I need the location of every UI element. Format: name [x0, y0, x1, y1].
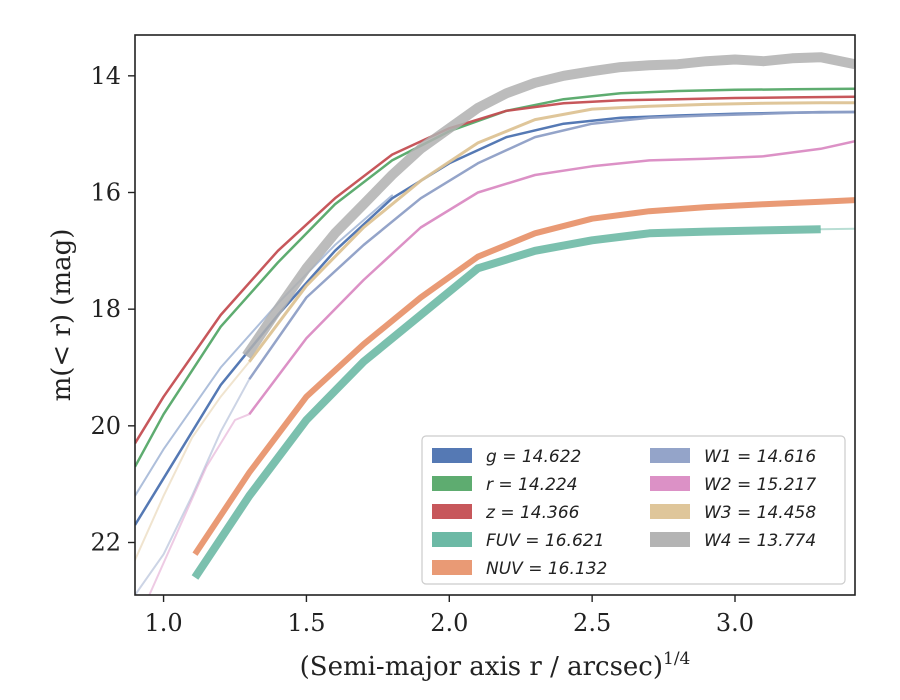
x-axis-ticks: 1.0 1.5 2.0 2.5 3.0 — [144, 595, 754, 637]
faint-series-layer — [135, 194, 855, 595]
series-nuv-line — [192, 197, 855, 556]
x-tick-label: 3.0 — [716, 609, 754, 637]
legend-swatch-nuv — [432, 560, 472, 575]
series-w3-line — [248, 101, 855, 363]
legend-label-w4: W4 = 13.774 — [704, 531, 816, 551]
y-axis-ticks: 14 16 18 20 22 — [90, 62, 135, 557]
legend: g = 14.622 r = 14.224 z = 14.366 FUV = 16.6… — [421, 435, 846, 585]
x-tick-label: 1.0 — [144, 609, 182, 637]
axes-frame — [134, 34, 856, 596]
y-axis-label: m(< r) (mag) — [47, 229, 77, 402]
series-w1-faint-line — [135, 378, 251, 595]
series-fuv-line — [191, 225, 821, 580]
legend-label-fuv: FUV = 16.621 — [486, 531, 604, 551]
legend-swatch-g — [432, 448, 472, 463]
legend-label-nuv: NUV = 16.132 — [486, 559, 607, 579]
x-axis-label-text: (Semi-major axis r / arcsec) — [300, 652, 663, 682]
legend-swatch-r — [432, 476, 472, 491]
legend-label-w3: W3 = 14.458 — [704, 503, 816, 523]
legend-swatch-fuv — [432, 532, 472, 547]
series-w3-faint-line — [135, 360, 251, 561]
legend-swatch-z — [432, 504, 472, 519]
series-z-line — [135, 95, 855, 444]
series-w2-faint-line — [148, 413, 251, 595]
series-fuv-faint-line — [819, 227, 855, 231]
y-tick-label: 20 — [90, 412, 121, 440]
legend-label-g: g = 14.622 — [486, 447, 581, 467]
legend-label-w2: W2 = 15.217 — [704, 475, 816, 495]
y-tick-label: 16 — [90, 179, 121, 207]
series-g-faint-line — [135, 194, 394, 497]
y-tick-label: 22 — [90, 529, 121, 557]
legend-label-z: z = 14.366 — [485, 503, 580, 523]
legend-swatch-w4 — [650, 532, 690, 547]
x-tick-label: 2.5 — [573, 609, 611, 637]
y-tick-label: 18 — [90, 295, 121, 323]
series-layer — [135, 52, 855, 580]
legend-swatch-w2 — [650, 476, 690, 491]
y-tick-label: 14 — [90, 62, 121, 90]
series-w2-line — [248, 139, 855, 415]
series-r-line — [135, 87, 855, 468]
series-w4-line — [242, 52, 855, 359]
x-axis-label: (Semi-major axis r / arcsec)1/4 — [300, 649, 691, 682]
legend-box — [421, 435, 846, 585]
x-tick-label: 1.5 — [287, 609, 325, 637]
series-w1-line — [248, 110, 855, 380]
x-tick-label: 2.0 — [430, 609, 468, 637]
legend-label-r: r = 14.224 — [486, 475, 578, 495]
legend-swatch-w1 — [650, 448, 690, 463]
legend-swatch-w3 — [650, 504, 690, 519]
legend-label-w1: W1 = 14.616 — [704, 447, 816, 467]
x-axis-label-exponent: 1/4 — [663, 649, 690, 669]
